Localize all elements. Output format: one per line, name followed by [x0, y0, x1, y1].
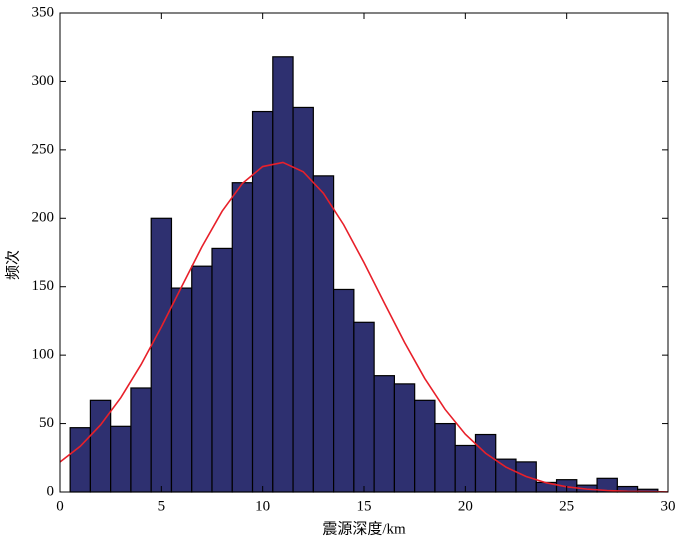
bar — [150, 217, 173, 493]
y-tick-label: 350 — [32, 4, 55, 20]
y-tick-label: 150 — [32, 278, 55, 294]
y-axis-label: 频次 — [4, 250, 21, 280]
x-axis-label: 震源深度/km — [322, 520, 406, 537]
x-tick-label: 5 — [158, 498, 166, 514]
y-tick-label: 0 — [47, 483, 55, 499]
y-tick-label: 100 — [32, 347, 55, 363]
bar — [434, 422, 456, 493]
x-tick-label: 30 — [661, 498, 676, 514]
bar — [130, 387, 152, 493]
bar — [373, 375, 395, 493]
bar — [170, 287, 193, 493]
bar — [474, 433, 497, 493]
bar — [211, 247, 233, 493]
y-tick-label: 300 — [32, 73, 55, 89]
x-tick-label: 20 — [458, 498, 473, 514]
x-tick-label: 15 — [357, 498, 372, 514]
bar — [312, 175, 335, 493]
y-tick-label: 50 — [39, 415, 54, 431]
y-tick-label: 250 — [32, 141, 55, 157]
bar — [110, 425, 132, 493]
bar — [353, 321, 375, 493]
bar — [89, 399, 112, 493]
bar — [69, 427, 91, 493]
bar — [231, 182, 254, 493]
x-tick-label: 0 — [56, 498, 64, 514]
bar — [393, 383, 416, 493]
bar — [414, 399, 436, 493]
bar — [454, 444, 477, 493]
x-tick-label: 25 — [559, 498, 574, 514]
bar — [272, 56, 294, 493]
bar — [292, 106, 314, 493]
bar — [333, 288, 355, 493]
bar — [191, 265, 213, 493]
x-tick-label: 10 — [255, 498, 270, 514]
y-tick-label: 200 — [32, 210, 55, 226]
bar — [251, 110, 274, 493]
bar — [495, 458, 517, 493]
